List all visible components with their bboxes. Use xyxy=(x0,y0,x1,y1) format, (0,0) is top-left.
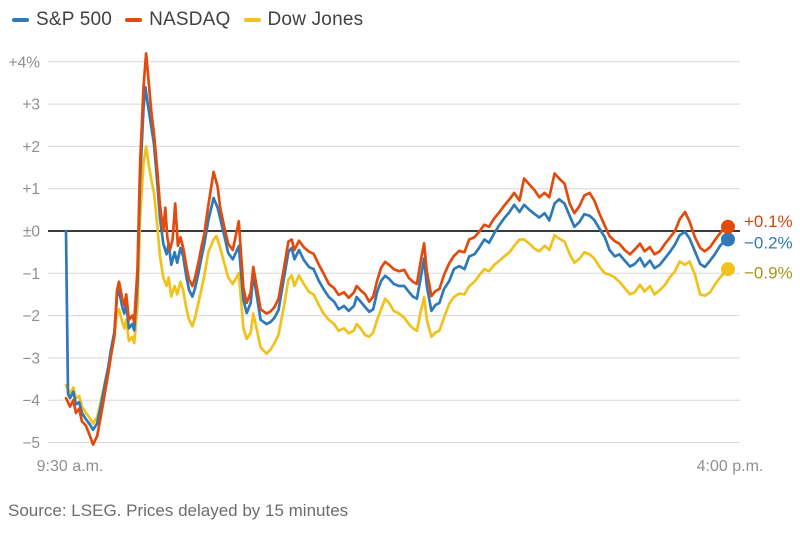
series-line-dowjones xyxy=(64,145,730,425)
series-end-label-nasdaq: +0.1% xyxy=(744,212,793,231)
x-axis-label-close: 4:00 p.m. xyxy=(697,458,764,475)
legend-item-dowjones: Dow Jones xyxy=(243,9,364,31)
legend-label-sp500: S&P 500 xyxy=(36,9,113,30)
y-axis-tick-label: +2 xyxy=(22,139,40,156)
y-axis-tick-label: −5 xyxy=(22,435,40,452)
sp500-line-swatch-icon xyxy=(12,18,29,22)
legend-label-dowjones: Dow Jones xyxy=(267,9,364,30)
legend: S&P 500 NASDAQ Dow Jones xyxy=(12,9,363,31)
legend-item-nasdaq: NASDAQ xyxy=(125,9,230,31)
y-axis-tick-label: +4% xyxy=(9,54,41,71)
y-axis-tick-label: +1 xyxy=(22,181,40,198)
source-note: Source: LSEG. Prices delayed by 15 minut… xyxy=(8,501,349,520)
nasdaq-line-swatch-icon xyxy=(125,18,143,22)
y-axis-tick-label: +3 xyxy=(22,97,40,114)
y-axis-tick-label: ±0 xyxy=(23,224,41,241)
series-end-label-dowjones: −0.9% xyxy=(744,264,793,283)
x-axis-label-open: 9:30 a.m. xyxy=(37,458,104,475)
y-axis-tick-label: −1 xyxy=(22,266,40,283)
legend-item-sp500: S&P 500 xyxy=(12,9,112,31)
dowjones-line-swatch-icon xyxy=(243,18,261,22)
series-end-dot-dowjones xyxy=(721,262,735,277)
series-line-nasdaq xyxy=(64,51,730,446)
series-line-sp500 xyxy=(64,85,730,432)
series-end-label-sp500: −0.2% xyxy=(744,233,793,252)
y-axis-tick-label: −4 xyxy=(22,393,40,410)
y-axis-tick-label: −2 xyxy=(22,308,40,325)
series-end-dot-sp500 xyxy=(721,232,735,247)
y-axis-tick-label: −3 xyxy=(22,350,40,367)
series-end-dot-nasdaq xyxy=(721,219,735,234)
legend-label-nasdaq: NASDAQ xyxy=(149,9,231,30)
